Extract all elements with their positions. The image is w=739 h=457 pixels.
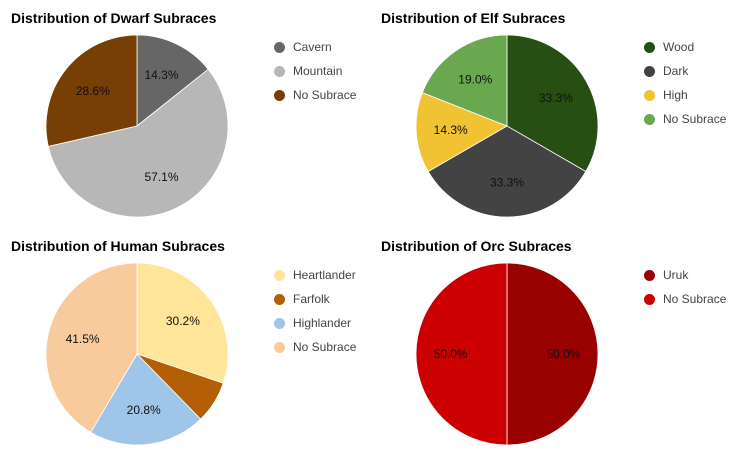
legend-item: No Subrace xyxy=(644,107,726,131)
chart-title: Distribution of Human Subraces xyxy=(11,238,225,254)
legend-label: High xyxy=(663,88,688,102)
slice-percent-label: 57.1% xyxy=(144,170,178,184)
chart-title: Distribution of Dwarf Subraces xyxy=(11,10,217,26)
legend-swatch xyxy=(274,269,285,281)
slice-percent-label: 41.5% xyxy=(66,332,100,346)
dwarf-pie-chart: Distribution of Dwarf Subraces 14.3% 57.1… xyxy=(0,0,369,228)
legend-label: Cavern xyxy=(293,40,332,54)
legend-item: Farfolk xyxy=(274,287,356,311)
pie-slice-no-subrace xyxy=(415,262,508,446)
slice-percent-label: 14.3% xyxy=(434,123,468,137)
slice-percent-label: 50.0% xyxy=(434,347,468,361)
pie-slice-mountain xyxy=(47,68,229,218)
legend-item: Wood xyxy=(644,35,726,59)
legend-label: No Subrace xyxy=(293,340,357,354)
legend-label: Highlander xyxy=(293,316,352,330)
elf-pie-chart: Distribution of Elf Subraces 33.3% 33.3% 1… xyxy=(370,0,739,228)
slice-percent-label: 33.3% xyxy=(490,175,524,189)
legend-label: Mountain xyxy=(293,64,343,78)
legend-label: Uruk xyxy=(663,268,689,282)
elf-pie: 33.3% 33.3% 14.3% 19.0% xyxy=(415,34,599,218)
slice-percent-label: 20.8% xyxy=(127,403,161,417)
legend-label: No Subrace xyxy=(663,292,727,306)
legend-label: No Subrace xyxy=(293,88,357,102)
legend-item: Uruk xyxy=(644,263,726,287)
legend-swatch xyxy=(644,89,655,101)
slice-percent-label: 30.2% xyxy=(166,314,200,328)
pie-slice-no-subrace xyxy=(45,262,138,433)
legend-swatch xyxy=(644,41,655,53)
pie-slice-high xyxy=(415,92,508,173)
legend-label: Dark xyxy=(663,64,689,78)
legend-label: Heartlander xyxy=(293,268,356,282)
chart-legend: Uruk No Subrace xyxy=(644,263,726,311)
pie-slice-no-subrace xyxy=(421,34,508,127)
dwarf-pie: 14.3% 57.1% 28.6% xyxy=(45,34,229,218)
legend-swatch xyxy=(274,341,285,353)
legend-swatch xyxy=(274,65,285,77)
pie-slice-cavern xyxy=(136,34,209,127)
legend-item: Heartlander xyxy=(274,263,356,287)
orc-pie-chart: Distribution of Orc Subraces 50.0% 50.0% … xyxy=(370,228,739,456)
chart-title: Distribution of Orc Subraces xyxy=(381,238,572,254)
human-pie-chart: Distribution of Human Subraces 30.2% 20.8… xyxy=(0,228,369,456)
human-pie: 30.2% 20.8% 41.5% xyxy=(45,262,229,446)
slice-percent-label: 19.0% xyxy=(458,72,492,86)
legend-swatch xyxy=(644,293,655,305)
pie-slice-highlander xyxy=(90,353,202,446)
legend-item: No Subrace xyxy=(274,335,356,359)
pie-slice-no-subrace xyxy=(45,34,138,147)
legend-swatch xyxy=(274,293,285,305)
pie-slice-wood xyxy=(506,34,599,173)
legend-swatch xyxy=(644,65,655,77)
legend-item: Highlander xyxy=(274,311,356,335)
legend-item: High xyxy=(644,83,726,107)
chart-legend: Heartlander Farfolk Highlander No Subrace xyxy=(274,263,356,359)
slice-percent-label: 28.6% xyxy=(76,84,110,98)
pie-slice-uruk xyxy=(506,262,599,446)
legend-item: No Subrace xyxy=(274,83,356,107)
legend-swatch xyxy=(644,113,655,125)
legend-item: No Subrace xyxy=(644,287,726,311)
legend-label: Wood xyxy=(663,40,695,54)
legend-swatch xyxy=(274,41,285,53)
orc-pie: 50.0% 50.0% xyxy=(415,262,599,446)
legend-swatch xyxy=(274,89,285,101)
legend-item: Mountain xyxy=(274,59,356,83)
legend-label: No Subrace xyxy=(663,112,727,126)
chart-legend: Cavern Mountain No Subrace xyxy=(274,35,356,107)
chart-title: Distribution of Elf Subraces xyxy=(381,10,566,26)
chart-legend: Wood Dark High No Subrace xyxy=(644,35,726,131)
slice-percent-label: 33.3% xyxy=(539,91,573,105)
legend-swatch xyxy=(644,269,655,281)
legend-item: Cavern xyxy=(274,35,356,59)
slice-percent-label: 14.3% xyxy=(144,68,178,82)
pie-slice-heartlander xyxy=(136,262,229,384)
legend-item: Dark xyxy=(644,59,726,83)
slice-percent-label: 50.0% xyxy=(546,347,580,361)
legend-label: Farfolk xyxy=(293,292,330,306)
legend-swatch xyxy=(274,317,285,329)
